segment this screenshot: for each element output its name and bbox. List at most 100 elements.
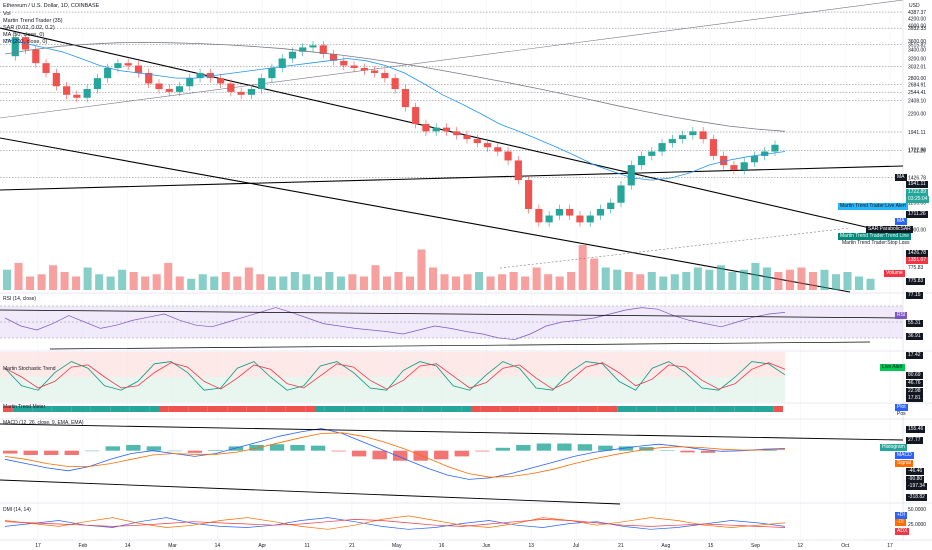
macd-histogram-bar: [680, 450, 695, 453]
dmi-plus-tag: +DI: [895, 512, 907, 519]
stoch-band-top: [0, 352, 785, 377]
candle-body: [412, 107, 420, 124]
volume-bar: [555, 276, 564, 290]
trend-meter-cell: [480, 406, 491, 412]
macd-histogram-bar: [228, 446, 244, 451]
ma2-tag: MA: [895, 218, 907, 225]
trend-meter-cell: [441, 406, 452, 412]
legend-ma200[interactable]: MA (200, close, 0): [3, 39, 48, 45]
macd-histogram-bar: [454, 450, 469, 457]
candle-body: [483, 143, 492, 148]
candle-body: [32, 49, 40, 64]
candle-body: [340, 60, 348, 66]
macd-histogram-bar: [495, 447, 510, 451]
trend-meter-cell: [627, 406, 637, 412]
volume-bar: [509, 272, 518, 290]
stop-loss-tag: Martin Trend Trader:Stop Loss: [842, 240, 910, 246]
candle-body: [761, 151, 769, 156]
rsi-tag: RSI: [895, 312, 908, 319]
price-tick-label: 1711.26: [908, 149, 926, 155]
ma-value-tag: 1941.11: [906, 181, 928, 188]
candle-body: [360, 67, 368, 71]
volume-bar: [313, 276, 322, 290]
stoch-panel: [0, 352, 786, 402]
trend-meter-cell: [295, 406, 306, 412]
candle-body: [576, 215, 584, 223]
candle-body: [227, 83, 235, 92]
volume-bar: [705, 269, 714, 290]
stoch-label[interactable]: Martin Stochastic Trend: [3, 366, 56, 372]
dmi-value-b: 25.0000: [908, 522, 927, 528]
trend-meter-cell: [168, 406, 179, 412]
volume-bar: [72, 276, 81, 290]
trend-meter-cell: [305, 406, 315, 412]
trend-meter-cell: [685, 406, 696, 412]
trend-meter-cell: [490, 406, 501, 412]
trendline-dashed: [499, 227, 851, 269]
candle-body: [504, 151, 512, 161]
volume-bar: [636, 274, 645, 290]
candle-body: [247, 89, 255, 95]
price-tick-label: 2200.00: [908, 112, 926, 118]
time-tick-label: Feb: [79, 543, 88, 549]
trend-meter-cell: [422, 406, 432, 412]
volume-bar: [785, 269, 794, 290]
volume-bar: [463, 274, 472, 290]
time-tick-label: 17: [887, 543, 893, 549]
volume-bar: [532, 267, 541, 290]
trend-meter-cell: [451, 406, 462, 412]
candle-body: [155, 83, 163, 90]
candle-body: [545, 215, 553, 223]
volume-bar: [14, 263, 23, 290]
rsi-line: [4, 307, 786, 340]
candle-body: [52, 72, 60, 87]
candle-body: [442, 127, 451, 132]
candle-body: [329, 53, 338, 61]
dmi-label[interactable]: DMI (14, 14): [3, 507, 31, 513]
macd-value-f: -318.82: [906, 494, 927, 501]
trendline-grey: [0, 0, 904, 119]
macd-histogram-bar: [208, 449, 223, 451]
macd-histogram-bar: [393, 450, 408, 461]
price-tick-label: 4387.37: [908, 10, 926, 16]
candle-body: [288, 51, 297, 59]
macd-histogram-bar: [372, 450, 387, 460]
trend-meter-cell: [500, 406, 510, 412]
volume-bar: [428, 267, 438, 290]
legend-ma50[interactable]: MA (50, close, 0): [3, 32, 45, 38]
legend-vol[interactable]: Vol: [3, 11, 11, 17]
rsi-label[interactable]: RSI (14, close): [3, 296, 37, 302]
trend-meter-cell: [724, 406, 735, 412]
volume-bar: [348, 274, 357, 290]
legend-martin-trend-trader[interactable]: Martin Trend Trader (35): [3, 18, 63, 24]
macd-label[interactable]: MACD (12, 26, close, 9, EMA, EMA): [3, 420, 84, 426]
macd-histogram-bar: [187, 450, 203, 453]
volume-bar: [187, 278, 196, 290]
trend-meter-cell: [588, 406, 598, 412]
volume-bar: [820, 269, 829, 290]
legend-sar[interactable]: SAR (0.02, 0.02, 0.2): [3, 25, 55, 31]
candle-body: [658, 143, 666, 152]
volume-bar: [601, 267, 610, 290]
trend-meter-cell: [773, 406, 783, 412]
candle-body: [422, 123, 430, 132]
volume-bar: [498, 274, 507, 290]
price-tick-label: 1000.00: [908, 228, 926, 234]
trend-meter-cell: [744, 406, 754, 412]
dmi-minus-tag: -DI: [895, 519, 906, 526]
volume-bar: [382, 276, 391, 290]
price-tick-label: 4200.00: [908, 17, 926, 23]
volume-bar: [141, 276, 150, 290]
candle-body: [124, 63, 132, 66]
macd-trendline-2: [0, 479, 621, 505]
macd-histogram-bar: [85, 450, 100, 452]
macd-trendline: [0, 423, 904, 441]
candle-body: [627, 165, 635, 186]
macd-histogram-bar: [64, 450, 79, 455]
trend-line-tag: Martin Trend Trader:Trend Line: [838, 233, 912, 240]
sar-tag: SAR:ParabolicSAR: [866, 226, 913, 233]
trend-meter-label[interactable]: Martin Trend Meter: [3, 404, 46, 410]
trend-meter-cell: [753, 406, 764, 412]
volume-bar: [762, 267, 771, 290]
